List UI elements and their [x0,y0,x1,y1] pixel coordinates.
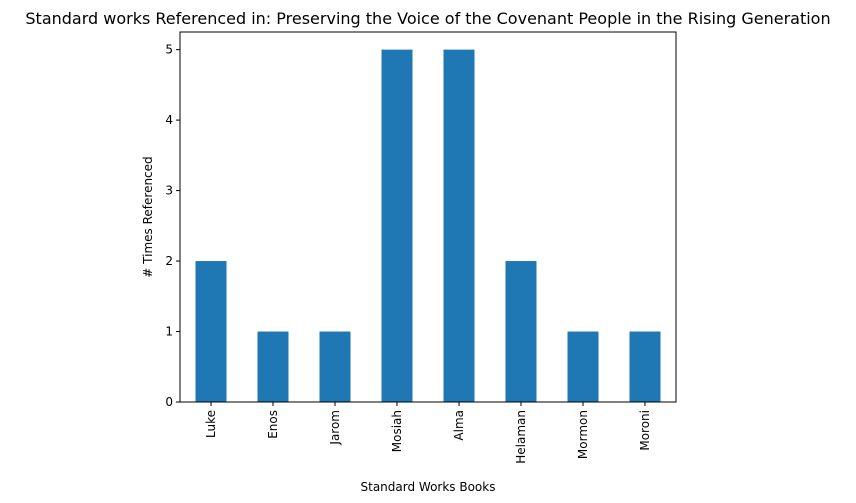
y-tick-label: 3 [165,184,173,198]
y-axis-label: # Times Referenced [141,156,155,277]
y-tick-label: 2 [165,254,173,268]
plot-frame [179,31,677,403]
bar-helaman [505,261,537,402]
x-tick-label: Enos [266,410,280,439]
chart-title: Standard works Referenced in: Preserving… [25,9,830,28]
bar-luke [195,261,227,402]
y-tick-label: 1 [165,325,173,339]
x-tick-label: Jarom [328,410,342,446]
x-tick-label: Mosiah [390,410,404,452]
bars-group [195,49,661,402]
bar-mosiah [381,49,413,402]
y-axis: 0 1 2 3 4 5 [165,43,180,409]
x-tick-label: Luke [204,410,218,438]
bar-mormon [567,331,599,402]
bar-enos [257,331,289,402]
x-tick-label: Alma [452,410,466,441]
bar-moroni [629,331,661,402]
bar-alma [443,49,475,402]
y-tick-label: 0 [165,395,173,409]
x-axis: Luke Enos Jarom Mosiah Alma Helaman Mormon Moro… [204,402,652,464]
x-axis-label: Standard Works Books [361,480,496,494]
x-tick-label: Helaman [514,410,528,464]
x-tick-label: Moroni [638,410,652,451]
y-tick-label: 5 [165,43,173,57]
x-tick-label: Mormon [576,410,590,459]
bar-jarom [319,331,351,402]
y-tick-label: 4 [165,113,173,127]
